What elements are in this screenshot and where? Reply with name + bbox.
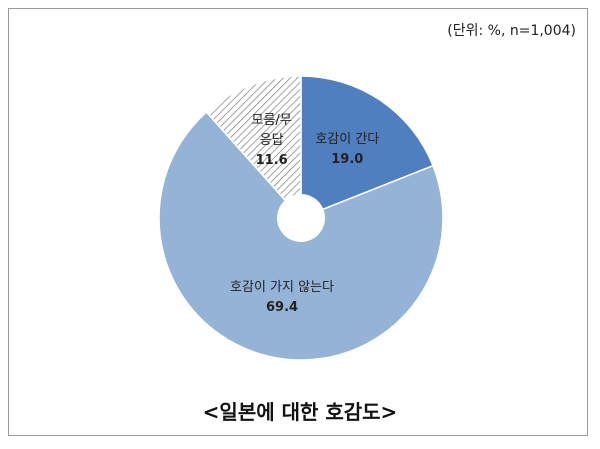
slice-label: 호감이 간다 19.0: [315, 130, 379, 170]
slice-label: 호감이 가지 않는다 69.4: [230, 278, 334, 318]
category-label: 모름/무응답: [251, 113, 292, 149]
category-label: 호감이 가지 않는다: [230, 280, 334, 296]
slice-label: 모름/무응답 11.6: [249, 111, 295, 171]
value-label: 11.6: [255, 153, 288, 169]
donut-hole: [277, 194, 325, 242]
subtitle: (단위: %, n=1,004): [447, 23, 576, 39]
category-label: 호감이 간다: [315, 131, 380, 147]
pie-slice: [300, 75, 435, 220]
frame: [8, 8, 588, 436]
chart-title: <일본에 대한 호감도>: [202, 400, 398, 424]
value-label: 19.0: [331, 151, 364, 167]
pie-slice: [205, 75, 302, 220]
value-label: 69.4: [265, 300, 299, 316]
